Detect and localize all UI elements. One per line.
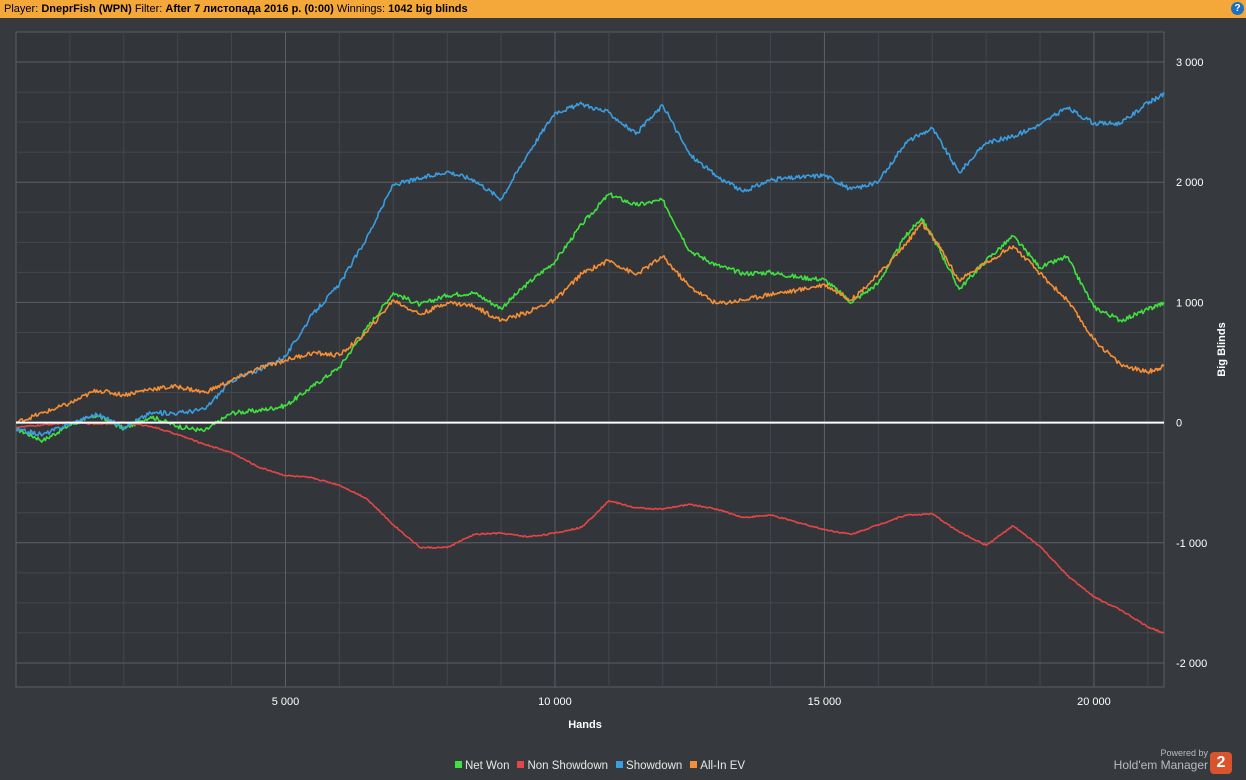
- legend-swatch: [454, 761, 462, 769]
- y-tick-label: 1 000: [1176, 297, 1204, 309]
- legend-item-non-showdown[interactable]: Non Showdown: [517, 760, 608, 772]
- filter-value: After 7 листопада 2016 р. (0:00): [165, 3, 334, 15]
- legend-item-all-in-ev[interactable]: All-In EV: [690, 760, 745, 772]
- y-tick-label: -2 000: [1176, 658, 1207, 670]
- y-axis-title: Big Blinds: [1216, 322, 1228, 376]
- legend-item-showdown[interactable]: Showdown: [616, 760, 682, 772]
- legend-label: Non Showdown: [527, 760, 609, 772]
- series-line-showdown: [15, 92, 1165, 437]
- x-axis-title: Hands: [568, 719, 602, 731]
- winnings-label: Winnings:: [336, 3, 386, 15]
- y-tick-label: -1 000: [1176, 538, 1207, 550]
- legend-swatch: [690, 761, 698, 769]
- y-tick-label: 2 000: [1176, 177, 1204, 189]
- powered-by-text: Powered by: [1160, 748, 1208, 758]
- player-name: DneprFish (WPN): [41, 3, 132, 15]
- legend-swatch: [517, 761, 525, 769]
- series-line-non-showdown: [15, 421, 1165, 634]
- winnings-graph: 5 000 10 000 15 000 20 000 3 000 2 000 1 000 0 -…: [15, 31, 1228, 731]
- legend-label: Net Won: [464, 760, 510, 772]
- winnings-value: 1042 big blinds: [388, 3, 468, 15]
- legend-label: All-In EV: [700, 760, 746, 772]
- legend-label: Showdown: [626, 760, 683, 772]
- series-line-net-won: [15, 192, 1165, 443]
- legend-item-net-won[interactable]: Net Won: [454, 760, 510, 772]
- x-tick-label: 10 000: [538, 696, 572, 708]
- x-tick-label: 5 000: [272, 696, 300, 708]
- plot-area: [15, 31, 1165, 688]
- y-tick-label: 0: [1176, 418, 1182, 430]
- legend-swatch: [616, 761, 624, 769]
- help-icon[interactable]: ?: [1231, 2, 1244, 15]
- chart-header: Player: DneprFish (WPN) Filter: After 7 …: [0, 0, 1246, 18]
- y-tick-label: 3 000: [1176, 57, 1204, 69]
- brand-name: Hold'em Manager: [1113, 758, 1208, 772]
- series-line-all-in-ev: [15, 221, 1165, 424]
- filter-label: Filter:: [134, 3, 163, 15]
- player-label: Player:: [4, 3, 39, 15]
- x-tick-label: 15 000: [808, 696, 842, 708]
- branding: Powered by Hold'em Manager: [1114, 748, 1208, 772]
- brand-logo-icon: 2: [1210, 752, 1232, 774]
- x-tick-label: 20 000: [1077, 696, 1111, 708]
- legend: Net Won Non Showdown Showdown All-In EV: [0, 760, 1200, 772]
